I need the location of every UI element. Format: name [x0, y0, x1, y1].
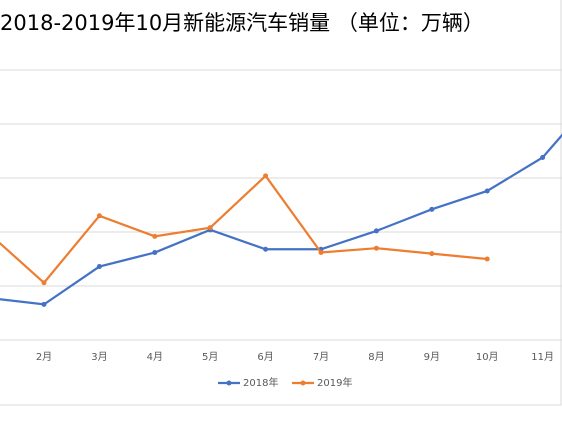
- legend-marker: [300, 380, 306, 386]
- series-line: [0, 174, 488, 285]
- data-point: [373, 245, 379, 251]
- legend-label: 2018年: [243, 376, 278, 389]
- x-tick-label: 2月: [36, 351, 52, 363]
- x-tick-label: 8月: [368, 351, 384, 363]
- data-point: [484, 188, 490, 194]
- data-point: [373, 228, 379, 234]
- data-point: [484, 256, 490, 262]
- data-point: [41, 301, 47, 307]
- chart-frame: [0, 0, 562, 406]
- data-point: [263, 173, 269, 179]
- data-point: [96, 264, 102, 270]
- legend-label: 2019年: [317, 376, 352, 389]
- x-tick-label: 9月: [424, 351, 440, 363]
- data-point: [429, 206, 435, 212]
- x-tick-label: 5月: [202, 351, 218, 363]
- data-point: [318, 250, 324, 256]
- data-point: [152, 233, 158, 239]
- data-point: [263, 246, 269, 252]
- data-point: [96, 213, 102, 219]
- data-point: [429, 251, 435, 257]
- x-tick-label: 4月: [147, 351, 163, 363]
- data-point: [540, 154, 546, 160]
- series-line: [0, 133, 562, 306]
- data-point: [207, 225, 213, 231]
- chart-title: 2018-2019年10月新能源汽车销量 （单位：万辆）: [0, 11, 484, 35]
- legend: 2018年 2019年: [218, 376, 352, 389]
- plot: 1月2月3月4月5月6月7月8月9月10月11月12月: [0, 133, 562, 363]
- x-tick-label: 6月: [257, 351, 273, 363]
- x-tick-label: 10月: [476, 351, 499, 363]
- data-point: [41, 280, 47, 286]
- data-point: [152, 250, 158, 256]
- legend-marker: [226, 380, 232, 386]
- x-tick-label: 11月: [531, 351, 554, 363]
- grid: [0, 69, 562, 341]
- x-tick-label: 7月: [313, 351, 329, 363]
- x-tick-label: 3月: [91, 351, 107, 363]
